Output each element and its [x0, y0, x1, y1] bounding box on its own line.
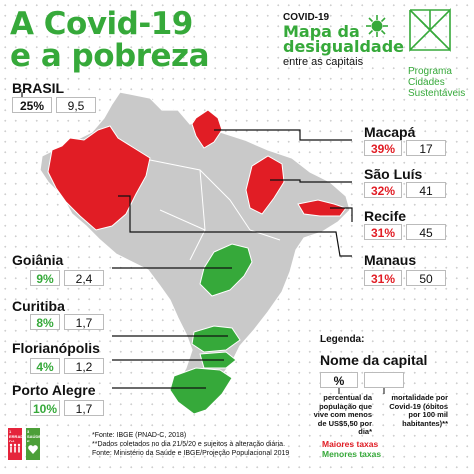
legend-high: Maiores taxas	[322, 439, 379, 449]
footnote-1: *Fonte: IBGE (PNAD-C, 2018)	[92, 432, 187, 439]
city-name-curitiba: Curitiba	[12, 298, 65, 314]
virus-icon	[366, 15, 388, 37]
sdg-3-icon: 3 SAÚDE E BEM-ESTAR	[26, 428, 41, 454]
city-pct-porto-alegre: 10%	[30, 400, 60, 416]
city-pct-curitiba: 8%	[30, 314, 60, 330]
city-name-sao-luis: São Luís	[364, 166, 423, 182]
state-maranhao	[245, 155, 285, 215]
legend-right-note: mortalidade por Covid-19 (óbitos por 100…	[389, 393, 448, 428]
logo-line-2: Cidades	[408, 77, 445, 88]
brasil-val: 9,5	[56, 97, 96, 113]
city-val-goiania: 2,4	[64, 270, 104, 286]
city-name-porto-alegre: Porto Alegre	[12, 382, 96, 398]
subtitle-line-3: entre as capitais	[283, 56, 364, 68]
city-val-curitiba: 1,7	[64, 314, 104, 330]
city-val-florianopolis: 1,2	[64, 358, 104, 374]
sdg-3-heart-icon	[26, 442, 40, 460]
sdg-1-figure-icon	[8, 442, 22, 460]
city-pct-florianopolis: 4%	[30, 358, 60, 374]
city-pct-macapa: 39%	[364, 140, 402, 156]
title-line-1: A Covid-19	[10, 6, 193, 42]
state-rio-grande-do-sul	[169, 367, 233, 415]
connector-lines	[21, 92, 353, 389]
legend-name: Nome da capital	[320, 352, 428, 368]
city-val-sao-luis: 41	[406, 182, 446, 198]
sdg-1-icon: 1 ERRADICAÇÃO DA POBREZA	[8, 428, 39, 449]
state-amazonas	[47, 125, 151, 231]
city-val-manaus: 50	[406, 270, 446, 286]
city-val-porto-alegre: 1,7	[64, 400, 104, 416]
footnote-3: Fonte: Ministério da Saúde e IBGE/Projeç…	[92, 450, 290, 457]
brasil-pct: 25%	[12, 97, 52, 113]
logo-line-1: Programa	[408, 66, 452, 77]
legend-val-box	[364, 372, 404, 388]
state-goias	[199, 243, 253, 297]
city-name-recife: Recife	[364, 208, 407, 224]
city-pct-goiania: 9%	[30, 270, 60, 286]
legend-pct: %	[320, 372, 358, 388]
legend-low: Menores taxas	[322, 449, 382, 459]
state-parana	[191, 325, 241, 353]
logo-line-3: Sustentáveis	[408, 88, 466, 99]
city-pct-sao-luis: 32%	[364, 182, 402, 198]
brasil-name: BRASIL	[12, 80, 65, 96]
city-name-florianopolis: Florianópolis	[12, 340, 100, 356]
city-name-goiania: Goiânia	[12, 252, 64, 268]
programa-logo-icon	[409, 8, 451, 52]
footnote-2: **Dados coletados no dia 21/5/20 e sujei…	[92, 441, 286, 448]
city-name-macapa: Macapá	[364, 124, 416, 140]
legend-label: Legenda:	[320, 334, 365, 345]
subtitle-line-1: Mapa da	[283, 22, 360, 41]
city-pct-manaus: 31%	[364, 270, 402, 286]
state-pernambuco	[297, 199, 347, 217]
subtitle-line-2: desigualdade	[283, 37, 404, 56]
state-amapa	[191, 109, 223, 149]
city-pct-recife: 31%	[364, 224, 402, 240]
subtitle-kicker: COVID-19	[283, 12, 330, 23]
city-val-recife: 45	[406, 224, 446, 240]
legend-left-note: percentual da população que vive com men…	[313, 393, 372, 436]
city-name-manaus: Manaus	[364, 252, 417, 268]
city-val-macapa: 17	[406, 140, 446, 156]
title-line-2: e a pobreza	[10, 38, 209, 74]
